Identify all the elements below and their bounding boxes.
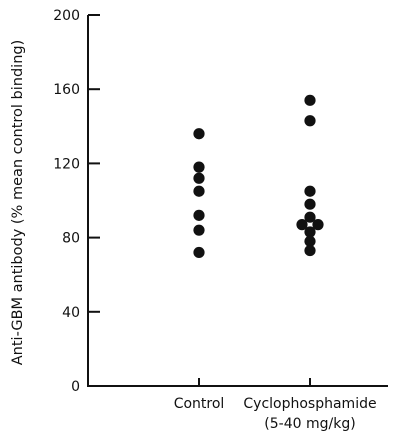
data-point bbox=[304, 235, 316, 247]
x-category-sublabel: (5-40 mg/kg) bbox=[264, 416, 355, 432]
data-point bbox=[193, 246, 205, 259]
axes bbox=[87, 15, 388, 387]
data-point bbox=[304, 198, 316, 210]
x-category-label: Cyclophosphamide bbox=[243, 396, 376, 412]
data-points bbox=[193, 94, 324, 259]
data-point bbox=[304, 226, 316, 238]
data-point bbox=[193, 172, 205, 184]
data-point bbox=[193, 128, 205, 140]
y-axis-ticks bbox=[88, 14, 100, 387]
data-point bbox=[193, 224, 205, 236]
data-point bbox=[304, 211, 316, 223]
x-category-label: Control bbox=[174, 396, 225, 412]
data-point bbox=[193, 185, 205, 197]
y-tick-label: 0 bbox=[71, 379, 80, 395]
data-point bbox=[193, 161, 205, 173]
y-axis-tick-labels: 0 40 80 120 160 200 bbox=[53, 8, 80, 395]
y-tick-label: 80 bbox=[62, 231, 80, 247]
x-axis-category-labels: Control Cyclophosphamide (5-40 mg/kg) bbox=[174, 396, 377, 432]
y-tick-label: 160 bbox=[53, 82, 80, 98]
y-tick-label: 200 bbox=[53, 8, 80, 24]
data-point bbox=[304, 244, 316, 257]
data-point bbox=[312, 219, 324, 231]
y-tick-label: 40 bbox=[62, 305, 80, 321]
data-point bbox=[304, 115, 316, 127]
y-axis-label: Anti-GBM antibody (% mean control bindin… bbox=[10, 40, 26, 366]
data-point bbox=[304, 185, 316, 197]
data-point bbox=[296, 219, 308, 231]
y-tick-label: 120 bbox=[53, 156, 80, 172]
data-point bbox=[304, 94, 316, 106]
data-point bbox=[193, 209, 205, 221]
